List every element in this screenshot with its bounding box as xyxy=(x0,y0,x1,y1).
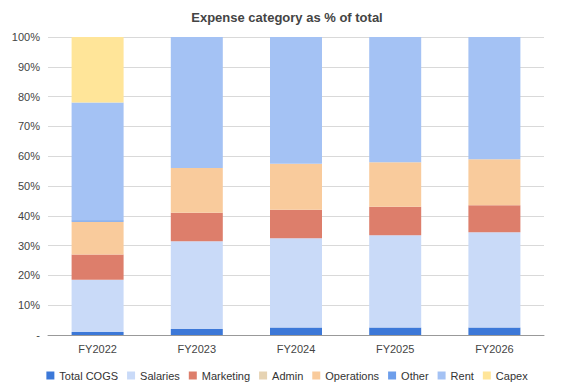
svg-text:Expense category as % of total: Expense category as % of total xyxy=(191,10,382,25)
svg-text:50%: 50% xyxy=(18,180,40,192)
svg-text:100%: 100% xyxy=(12,31,40,43)
svg-text:FY2023: FY2023 xyxy=(178,343,217,355)
svg-text:40%: 40% xyxy=(18,210,40,222)
svg-text:Operations: Operations xyxy=(325,370,379,382)
svg-text:10%: 10% xyxy=(18,299,40,311)
svg-text:70%: 70% xyxy=(18,120,40,132)
svg-text:Salaries: Salaries xyxy=(140,370,180,382)
svg-text:FY2026: FY2026 xyxy=(475,343,514,355)
svg-text:20%: 20% xyxy=(18,269,40,281)
svg-text:-: - xyxy=(36,329,40,341)
svg-text:FY2025: FY2025 xyxy=(376,343,415,355)
svg-text:Capex: Capex xyxy=(496,370,528,382)
svg-text:90%: 90% xyxy=(18,61,40,73)
svg-text:60%: 60% xyxy=(18,150,40,162)
svg-text:Other: Other xyxy=(401,370,429,382)
svg-text:FY2024: FY2024 xyxy=(277,343,316,355)
svg-text:Marketing: Marketing xyxy=(202,370,250,382)
svg-text:Total COGS: Total COGS xyxy=(59,370,118,382)
svg-text:FY2022: FY2022 xyxy=(78,343,117,355)
svg-text:80%: 80% xyxy=(18,91,40,103)
svg-text:Rent: Rent xyxy=(451,370,474,382)
svg-text:30%: 30% xyxy=(18,240,40,252)
svg-text:Admin: Admin xyxy=(272,370,303,382)
